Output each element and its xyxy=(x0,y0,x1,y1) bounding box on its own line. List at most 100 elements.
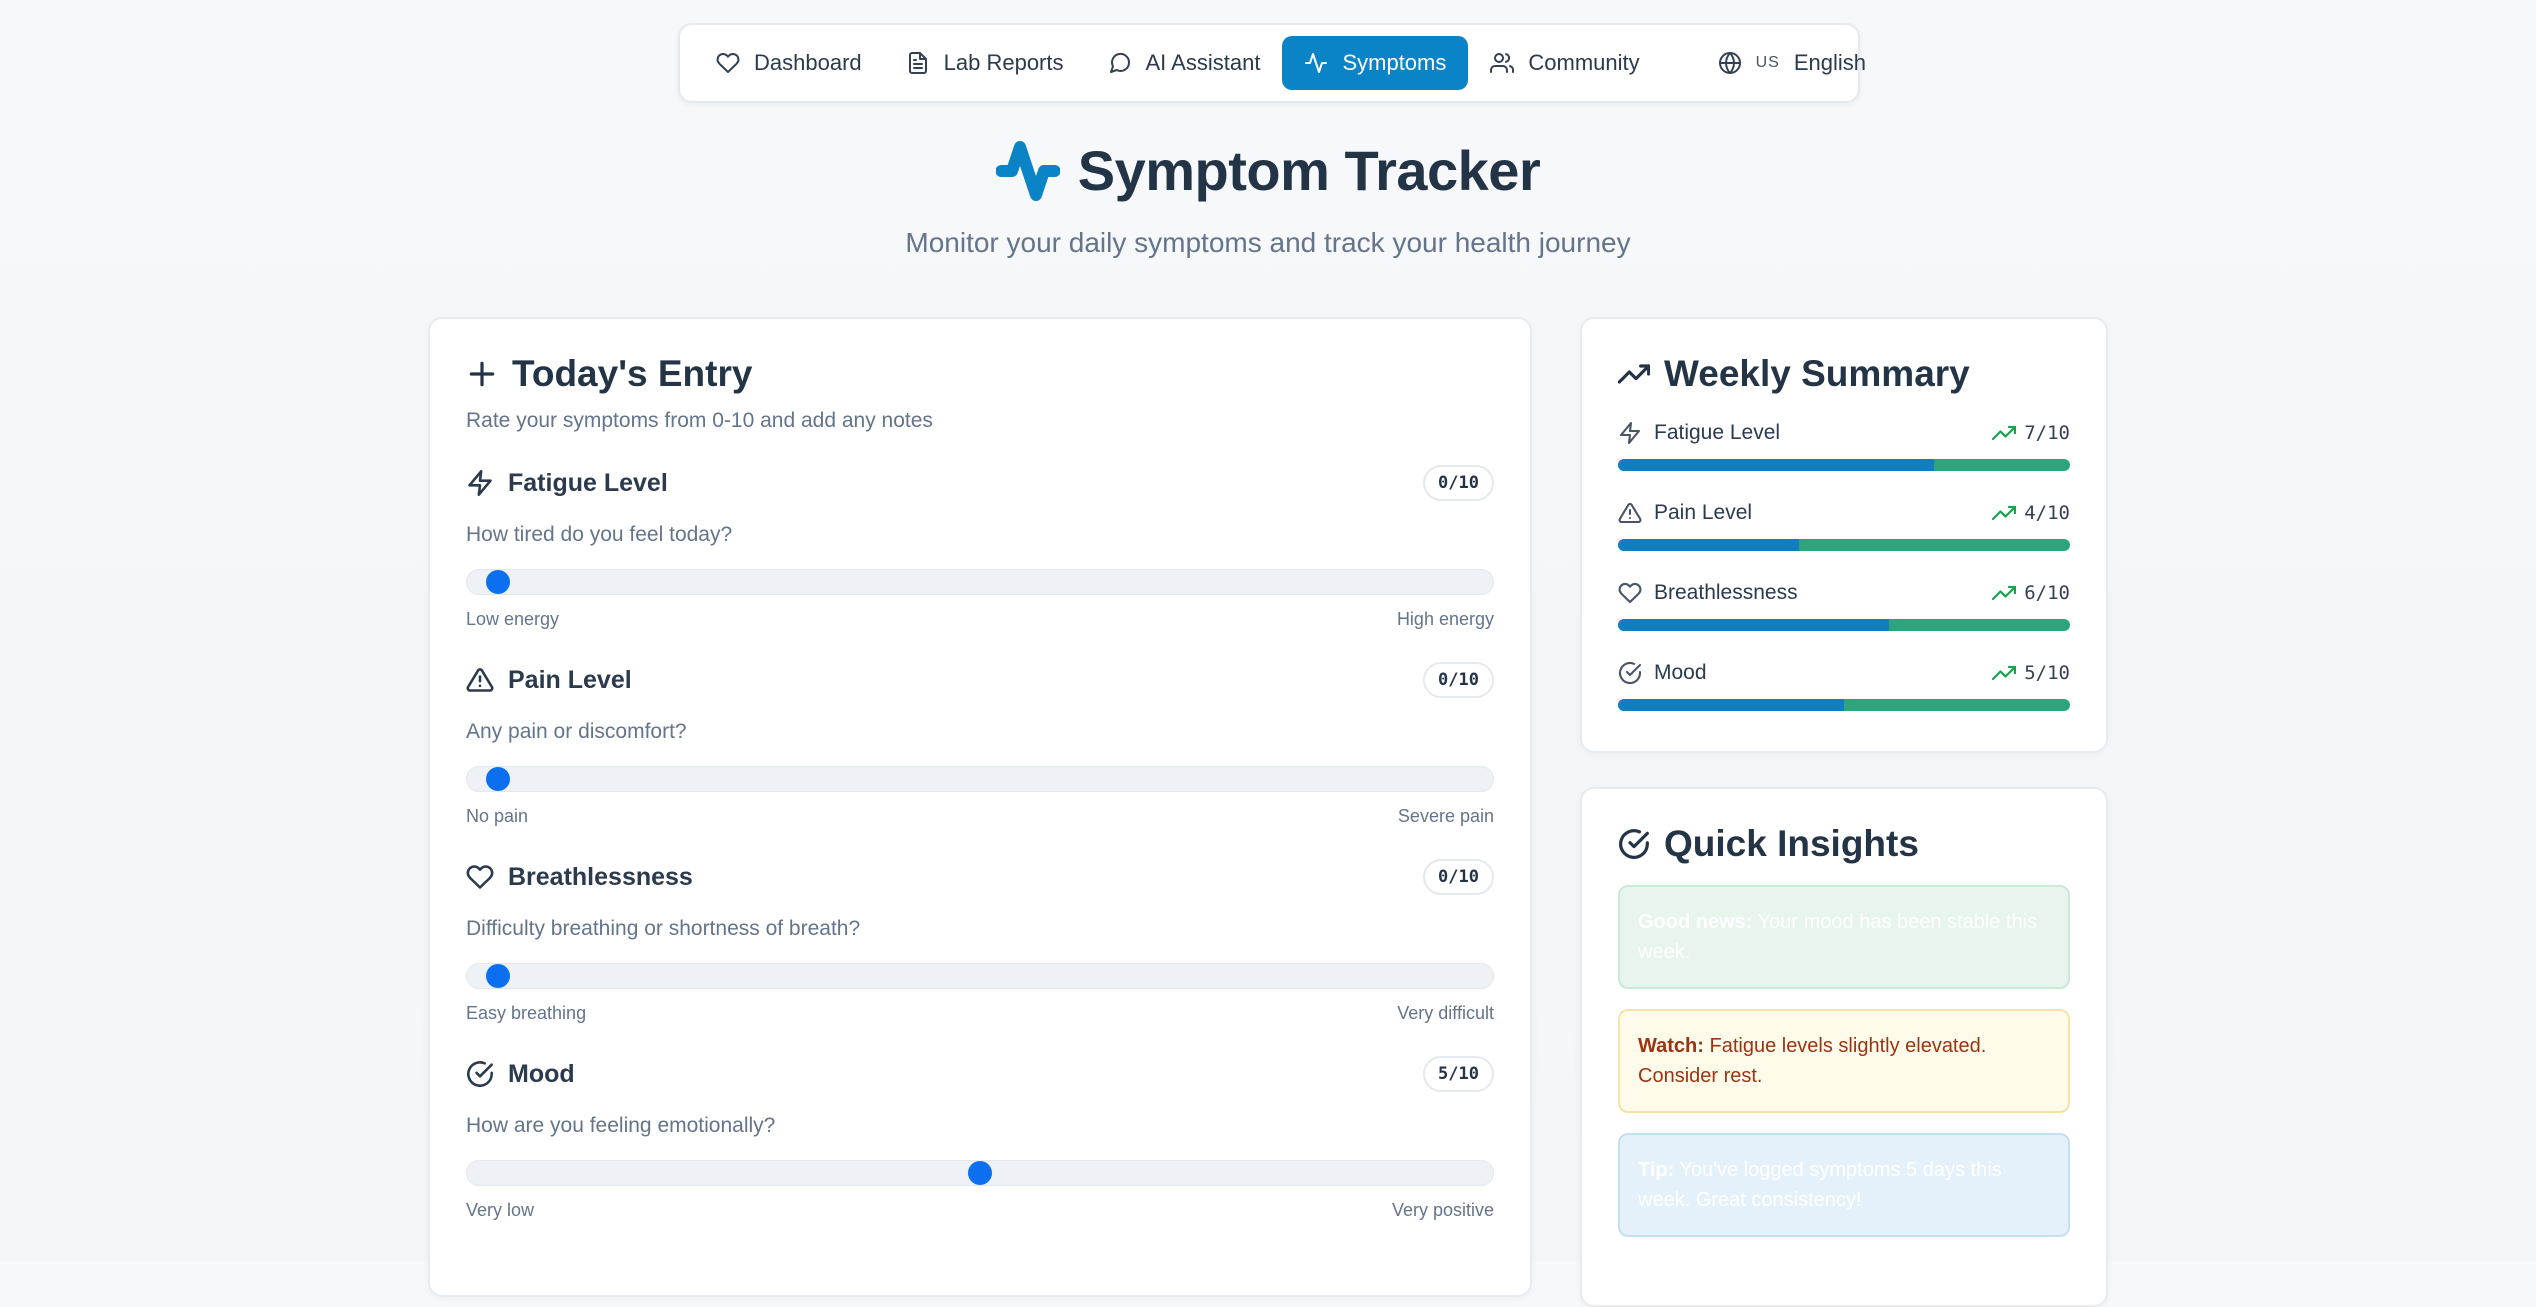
symptom-question: How are you feeling emotionally? xyxy=(466,1114,776,1137)
score-badge: 5/10 xyxy=(1423,1056,1494,1092)
summary-bar-fill xyxy=(1618,619,1890,631)
zap-icon xyxy=(1619,421,1641,445)
breathlessness-slider[interactable] xyxy=(466,963,1494,989)
check-circle-icon xyxy=(1619,829,1649,859)
check-circle-icon xyxy=(1618,662,1642,685)
language-label: English xyxy=(1793,50,1867,75)
nav-ai-assistant[interactable]: AI Assistant xyxy=(1086,36,1283,90)
slider-thumb[interactable] xyxy=(486,570,510,594)
todays-entry-card: Today's Entry Rate your symptoms from 0-… xyxy=(428,317,1532,1297)
summary-bar xyxy=(1618,459,2070,471)
symptom-name: Pain Level xyxy=(508,665,632,694)
slider-low-label: Low energy xyxy=(466,609,560,629)
insights-title-row: Quick Insights xyxy=(1618,823,2070,865)
summary-name: Fatigue Level xyxy=(1654,421,1781,444)
mood-slider[interactable] xyxy=(466,1160,1494,1186)
insight-lead: Good news: xyxy=(1638,911,1753,933)
summary-bar xyxy=(1618,619,2070,631)
summary-name: Pain Level xyxy=(1654,501,1753,524)
insight-good-news: Good news: Your mood has been stable thi… xyxy=(1618,885,2070,989)
score-badge: 0/10 xyxy=(1423,859,1494,895)
summary-bar-fill xyxy=(1618,539,1799,551)
summary-row-fatigue: Fatigue Level 7/10 xyxy=(1618,421,2070,471)
trending-up-icon xyxy=(1992,425,2017,441)
summary-list: Fatigue Level 7/10 Pain Level 4/10 xyxy=(1618,421,2070,711)
symptom-breathlessness: Breathlessness 0/10 Difficulty breathing… xyxy=(466,859,1494,1024)
symptom-question: How tired do you feel today? xyxy=(466,523,733,546)
nav-dashboard[interactable]: Dashboard xyxy=(694,36,884,90)
trending-up-icon xyxy=(1618,364,1650,384)
nav-label: Community xyxy=(1528,50,1640,75)
heart-icon xyxy=(466,865,494,889)
trending-up-icon xyxy=(1992,665,2017,681)
slider-high-label: Severe pain xyxy=(1397,806,1494,826)
plus-icon xyxy=(469,361,495,387)
quick-insights-card: Quick Insights Good news: Your mood has … xyxy=(1580,787,2108,1307)
summary-score: 7/10 xyxy=(2024,422,2070,444)
slider-thumb[interactable] xyxy=(968,1161,992,1185)
alert-triangle-icon xyxy=(1618,502,1642,524)
symptom-pain: Pain Level 0/10 Any pain or discomfort? … xyxy=(466,662,1494,827)
slider-thumb[interactable] xyxy=(486,767,510,791)
activity-icon xyxy=(1305,53,1328,73)
globe-icon xyxy=(1718,52,1741,74)
nav-symptoms[interactable]: Symptoms xyxy=(1282,36,1469,90)
title-row: Symptom Tracker xyxy=(0,138,2536,203)
nav-community[interactable]: Community xyxy=(1468,36,1661,90)
insight-watch: Watch: Fatigue levels slightly elevated.… xyxy=(1618,1009,2070,1113)
summary-row-mood: Mood 5/10 xyxy=(1618,661,2070,711)
summary-bar-fill xyxy=(1618,699,1844,711)
page-header: Symptom Tracker Monitor your daily sympt… xyxy=(0,138,2536,259)
entry-title-row: Today's Entry xyxy=(466,353,1494,395)
symptom-fatigue: Fatigue Level 0/10 How tired do you feel… xyxy=(466,465,1494,630)
insight-tip: Tip: You've logged symptoms 5 days this … xyxy=(1618,1133,2070,1237)
slider-low-label: Very low xyxy=(466,1200,535,1220)
slider-thumb[interactable] xyxy=(486,964,510,988)
summary-name: Mood xyxy=(1654,661,1707,684)
summary-bar-fill xyxy=(1618,459,1935,471)
slider-high-label: Very difficult xyxy=(1397,1003,1494,1023)
entry-description: Rate your symptoms from 0-10 and add any… xyxy=(466,409,933,432)
users-icon xyxy=(1490,53,1515,73)
nav-label: Dashboard xyxy=(754,50,862,75)
score-badge: 0/10 xyxy=(1423,465,1494,501)
insight-text: Fatigue levels slightly elevated. Consid… xyxy=(1638,1035,1987,1087)
symptom-question: Any pain or discomfort? xyxy=(466,720,687,743)
insights-title: Quick Insights xyxy=(1664,823,1919,864)
insight-text: You've logged symptoms 5 days this week.… xyxy=(1638,1159,2002,1211)
page-title: Symptom Tracker xyxy=(1077,139,1541,202)
trending-up-icon xyxy=(1992,505,2017,521)
trending-up-icon xyxy=(1992,585,2017,601)
symptom-name: Mood xyxy=(508,1059,575,1088)
nav-lab-reports[interactable]: Lab Reports xyxy=(884,36,1086,90)
summary-row-pain: Pain Level 4/10 xyxy=(1618,501,2070,551)
insight-text: Your mood has been stable this week. xyxy=(1638,911,2038,963)
heart-icon xyxy=(1618,582,1642,604)
alert-triangle-icon xyxy=(466,668,494,692)
symptom-question: Difficulty breathing or shortness of bre… xyxy=(466,917,861,940)
nav-label: AI Assistant xyxy=(1145,50,1261,75)
chat-icon xyxy=(1109,52,1130,73)
file-icon xyxy=(908,52,927,74)
insight-lead: Tip: xyxy=(1638,1159,1675,1181)
zap-icon xyxy=(468,470,492,496)
fatigue-slider[interactable] xyxy=(466,569,1494,595)
symptom-name: Fatigue Level xyxy=(508,468,668,497)
slider-high-label: High energy xyxy=(1396,609,1494,629)
pain-slider[interactable] xyxy=(466,766,1494,792)
summary-score: 4/10 xyxy=(2024,502,2070,524)
flag-code: US xyxy=(1755,54,1780,71)
slider-low-label: No pain xyxy=(466,806,529,826)
summary-row-breathlessness: Breathlessness 6/10 xyxy=(1618,581,2070,631)
summary-bar xyxy=(1618,539,2070,551)
summary-title-row: Weekly Summary xyxy=(1618,353,2070,395)
heart-icon xyxy=(716,53,740,73)
language-selector[interactable]: US English xyxy=(1696,36,1888,90)
activity-icon xyxy=(995,140,1060,201)
summary-name: Breathlessness xyxy=(1654,581,1798,604)
summary-score: 6/10 xyxy=(2024,582,2070,604)
nav-label: Lab Reports xyxy=(943,50,1064,75)
slider-high-label: Very positive xyxy=(1391,1200,1494,1220)
check-circle-icon xyxy=(467,1061,493,1087)
nav-label: Symptoms xyxy=(1342,50,1447,75)
